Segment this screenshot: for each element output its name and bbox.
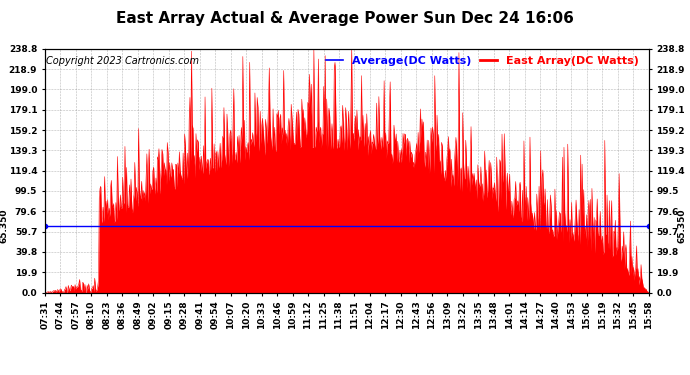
Legend: Average(DC Watts), East Array(DC Watts): Average(DC Watts), East Array(DC Watts) — [322, 52, 643, 71]
Text: 65.350: 65.350 — [0, 209, 8, 243]
Text: East Array Actual & Average Power Sun Dec 24 16:06: East Array Actual & Average Power Sun De… — [116, 11, 574, 26]
Text: Copyright 2023 Cartronics.com: Copyright 2023 Cartronics.com — [46, 56, 199, 66]
Text: 65.350: 65.350 — [678, 209, 687, 243]
